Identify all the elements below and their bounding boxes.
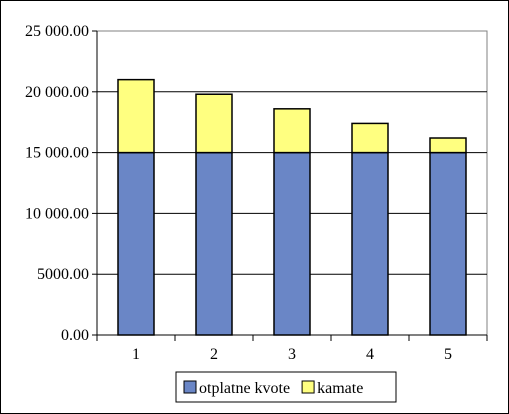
bar-otplatne-kvote — [273, 151, 311, 336]
x-tick-label: 3 — [288, 346, 296, 363]
legend-swatch-otplatne-kvote — [183, 380, 197, 394]
bar-otplatne-kvote — [351, 151, 389, 336]
y-tick-label: 5000.00 — [37, 266, 89, 283]
y-tick-label: 25 000.00 — [25, 23, 89, 40]
legend-label-kamate: kamate — [317, 380, 363, 397]
bar-otplatne-kvote — [117, 151, 155, 336]
bar-kamate — [195, 93, 233, 154]
legend — [175, 371, 397, 403]
x-tick-label: 2 — [210, 346, 218, 363]
x-tick-label: 5 — [444, 346, 452, 363]
legend-label-otplatne-kvote: otplatne kvote — [199, 380, 290, 397]
legend-swatch-kamate — [301, 380, 315, 394]
bar-otplatne-kvote — [429, 151, 467, 336]
bar-kamate — [429, 137, 467, 154]
y-tick-label: 20 000.00 — [25, 84, 89, 101]
y-tick-label: 0.00 — [61, 327, 89, 344]
bar-kamate — [273, 108, 311, 154]
x-tick-label: 4 — [366, 346, 374, 363]
bar-kamate — [351, 122, 389, 154]
bar-kamate — [117, 78, 155, 154]
x-tick-label: 1 — [132, 346, 140, 363]
y-tick-label: 10 000.00 — [25, 205, 89, 222]
y-tick-label: 15 000.00 — [25, 145, 89, 162]
bar-otplatne-kvote — [195, 151, 233, 336]
